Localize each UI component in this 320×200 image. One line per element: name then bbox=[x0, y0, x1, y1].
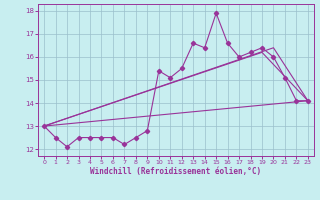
X-axis label: Windchill (Refroidissement éolien,°C): Windchill (Refroidissement éolien,°C) bbox=[91, 167, 261, 176]
